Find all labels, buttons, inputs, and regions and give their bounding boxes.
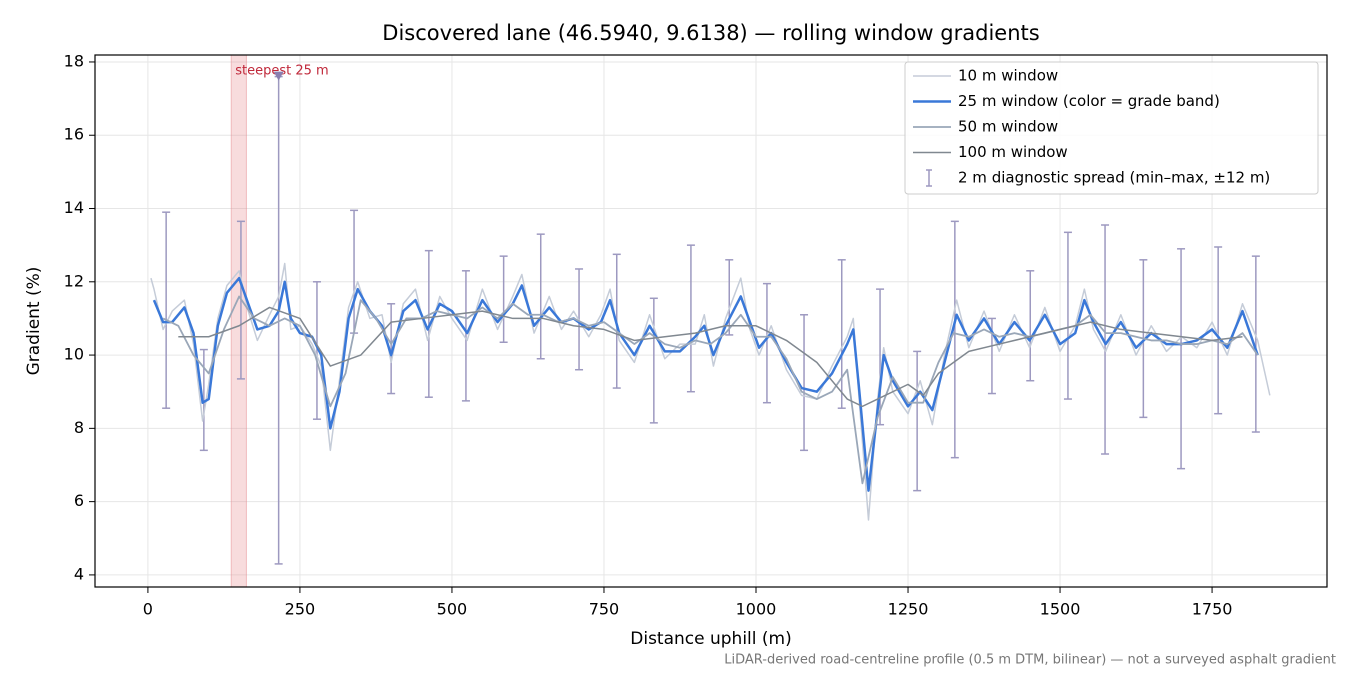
legend-label: 25 m window (color = grade band) <box>958 92 1220 110</box>
legend-label: 2 m diagnostic spread (min–max, ±12 m) <box>958 169 1270 187</box>
chart-title: Discovered lane (46.5940, 9.6138) — roll… <box>382 21 1039 45</box>
series-line <box>152 276 1259 492</box>
y-tick-label: 4 <box>74 564 84 583</box>
y-tick-label: 8 <box>74 418 84 437</box>
x-tick-label: 1750 <box>1192 600 1233 619</box>
legend-label: 50 m window <box>958 118 1058 136</box>
legend: 10 m window 25 m window (color = grade ba… <box>904 61 1319 195</box>
x-tick-label: 0 <box>143 600 153 619</box>
x-tick-label: 1000 <box>736 600 777 619</box>
x-tick-label: 250 <box>285 600 316 619</box>
y-tick-label: 6 <box>74 491 84 510</box>
y-tick-label: 12 <box>64 271 84 290</box>
steepest-label: steepest 25 m <box>235 64 328 79</box>
footnote: LiDAR-derived road-centreline profile (0… <box>724 653 1336 668</box>
legend-box <box>904 61 1319 195</box>
x-tick-label: 1500 <box>1040 600 1081 619</box>
y-tick-label: 18 <box>64 51 84 70</box>
y-tick-label: 16 <box>64 125 84 144</box>
y-tick-label: 14 <box>64 198 84 217</box>
steepest-band <box>230 54 247 588</box>
x-tick-label: 500 <box>437 600 468 619</box>
y-axis-label: Gradient (%) <box>24 267 44 376</box>
x-tick-label: 750 <box>589 600 620 619</box>
legend-label: 100 m window <box>958 143 1068 161</box>
steepest-marker <box>273 71 284 81</box>
legend-label: 10 m window <box>958 67 1058 85</box>
series-line <box>150 262 1271 521</box>
plot-frame <box>94 54 1328 588</box>
x-tick-label: 1250 <box>888 600 929 619</box>
x-axis-label: Distance uphill (m) <box>630 629 791 649</box>
series-line <box>178 306 1243 408</box>
y-tick-label: 10 <box>64 345 84 364</box>
